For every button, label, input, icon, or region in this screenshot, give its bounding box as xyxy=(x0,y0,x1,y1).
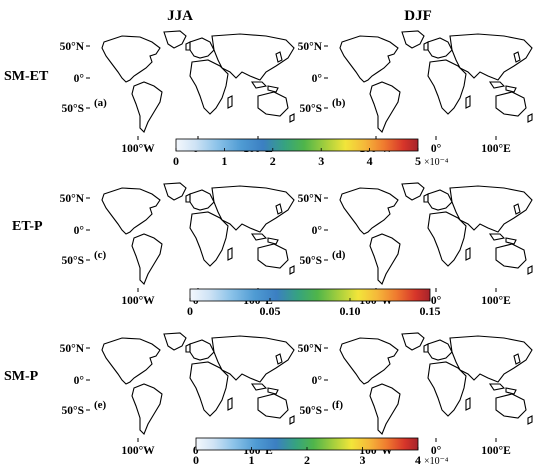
column-header-djf: DJF xyxy=(404,8,432,24)
colorbar-tick-label: 0.10 xyxy=(340,304,361,318)
colorbar-tick-label: 0 xyxy=(173,154,179,168)
colorbar-sm-p: 0 1 2 3 4 ×10⁻⁴ xyxy=(193,437,449,467)
lat-tick-label: 0° xyxy=(312,375,323,387)
land-base xyxy=(340,333,532,434)
colorbar-tick-label: 0 xyxy=(193,453,199,467)
row-label-sm-et: SM-ET xyxy=(4,69,49,84)
lat-tick-label: 0° xyxy=(312,73,323,85)
panel-tag: (e) xyxy=(94,399,107,411)
colorbar-tick-label: 2 xyxy=(270,154,276,168)
panel-tag: (c) xyxy=(94,249,107,261)
lat-tick-label: 50°N xyxy=(60,41,85,53)
colorbar-tick-label: 3 xyxy=(360,453,366,467)
lon-tick-label: 0° xyxy=(431,445,442,457)
lon-tick-label: 0° xyxy=(193,445,204,457)
colorbar-tick-label: 0.05 xyxy=(260,304,281,318)
colorbar-tick-label: 1 xyxy=(221,154,227,168)
panel-tag: (a) xyxy=(94,97,107,109)
lon-tick-label: 100°E xyxy=(481,143,511,155)
lat-tick-label: 50°S xyxy=(300,405,323,417)
land-base xyxy=(340,183,532,284)
colorbar-tick-label: 1 xyxy=(249,453,255,467)
lat-tick-label: 0° xyxy=(74,225,85,237)
lat-tick-label: 50°N xyxy=(60,193,85,205)
colorbar-et-p: 0 0.05 0.10 0.15 xyxy=(187,288,441,318)
map-panels: (a)50°N0°50°S100°W0°100°E(b)50°N0°50°S10… xyxy=(60,30,533,457)
lon-tick-label: 0° xyxy=(431,143,442,155)
lon-tick-label: 100°W xyxy=(121,143,155,155)
colorbar-gradient xyxy=(189,288,431,302)
colorbar-tick-label: 3 xyxy=(318,154,324,168)
lat-tick-label: 50°S xyxy=(62,405,85,417)
colorbar-sm-et: 0 1 2 3 4 5 ×10⁻⁴ xyxy=(173,138,449,168)
land-base xyxy=(102,183,294,284)
lat-tick-label: 0° xyxy=(74,375,85,387)
lat-tick-label: 50°N xyxy=(298,41,323,53)
lat-tick-label: 50°S xyxy=(62,103,85,115)
panel-tag: (b) xyxy=(332,97,346,109)
lat-tick-label: 50°S xyxy=(300,103,323,115)
colorbar-multiplier: ×10⁻⁴ xyxy=(424,456,449,467)
colorbar-multiplier: ×10⁻⁴ xyxy=(424,157,449,168)
lat-tick-label: 50°N xyxy=(60,343,85,355)
lat-tick-label: 0° xyxy=(312,225,323,237)
row-label-sm-p: SM-P xyxy=(4,369,39,384)
colorbar-tick-label: 4 xyxy=(367,154,373,168)
colorbar-gradient xyxy=(175,138,419,152)
colorbar-tick-label: 0 xyxy=(187,304,193,318)
land-base xyxy=(340,31,532,132)
lon-tick-label: 100°E xyxy=(481,445,511,457)
panel-tag: (d) xyxy=(332,249,346,261)
lat-tick-label: 0° xyxy=(74,73,85,85)
colorbar-tick-label: 5 xyxy=(415,154,421,168)
land-base xyxy=(102,333,294,434)
land-base xyxy=(102,31,294,132)
lat-tick-label: 50°S xyxy=(300,255,323,267)
colorbar-tick-label: 4 xyxy=(415,453,421,467)
lon-tick-label: 100°W xyxy=(121,295,155,307)
colorbars: 0 1 2 3 4 5 ×10⁻⁴0 0.05 0.10 0.150 1 2 3 4 ×10⁻⁴ xyxy=(173,138,449,467)
lat-tick-label: 50°N xyxy=(298,193,323,205)
row-label-et-p: ET-P xyxy=(12,219,43,234)
panel-tag: (f) xyxy=(332,399,343,411)
lat-tick-label: 50°N xyxy=(298,343,323,355)
lon-tick-label: 100°W xyxy=(121,445,155,457)
lon-tick-label: 0° xyxy=(431,295,442,307)
lat-tick-label: 50°S xyxy=(62,255,85,267)
column-header-jja: JJA xyxy=(167,8,193,24)
colorbar-tick-label: 0.15 xyxy=(420,304,441,318)
colorbar-tick-label: 2 xyxy=(304,453,310,467)
lon-tick-label: 100°E xyxy=(481,295,511,307)
